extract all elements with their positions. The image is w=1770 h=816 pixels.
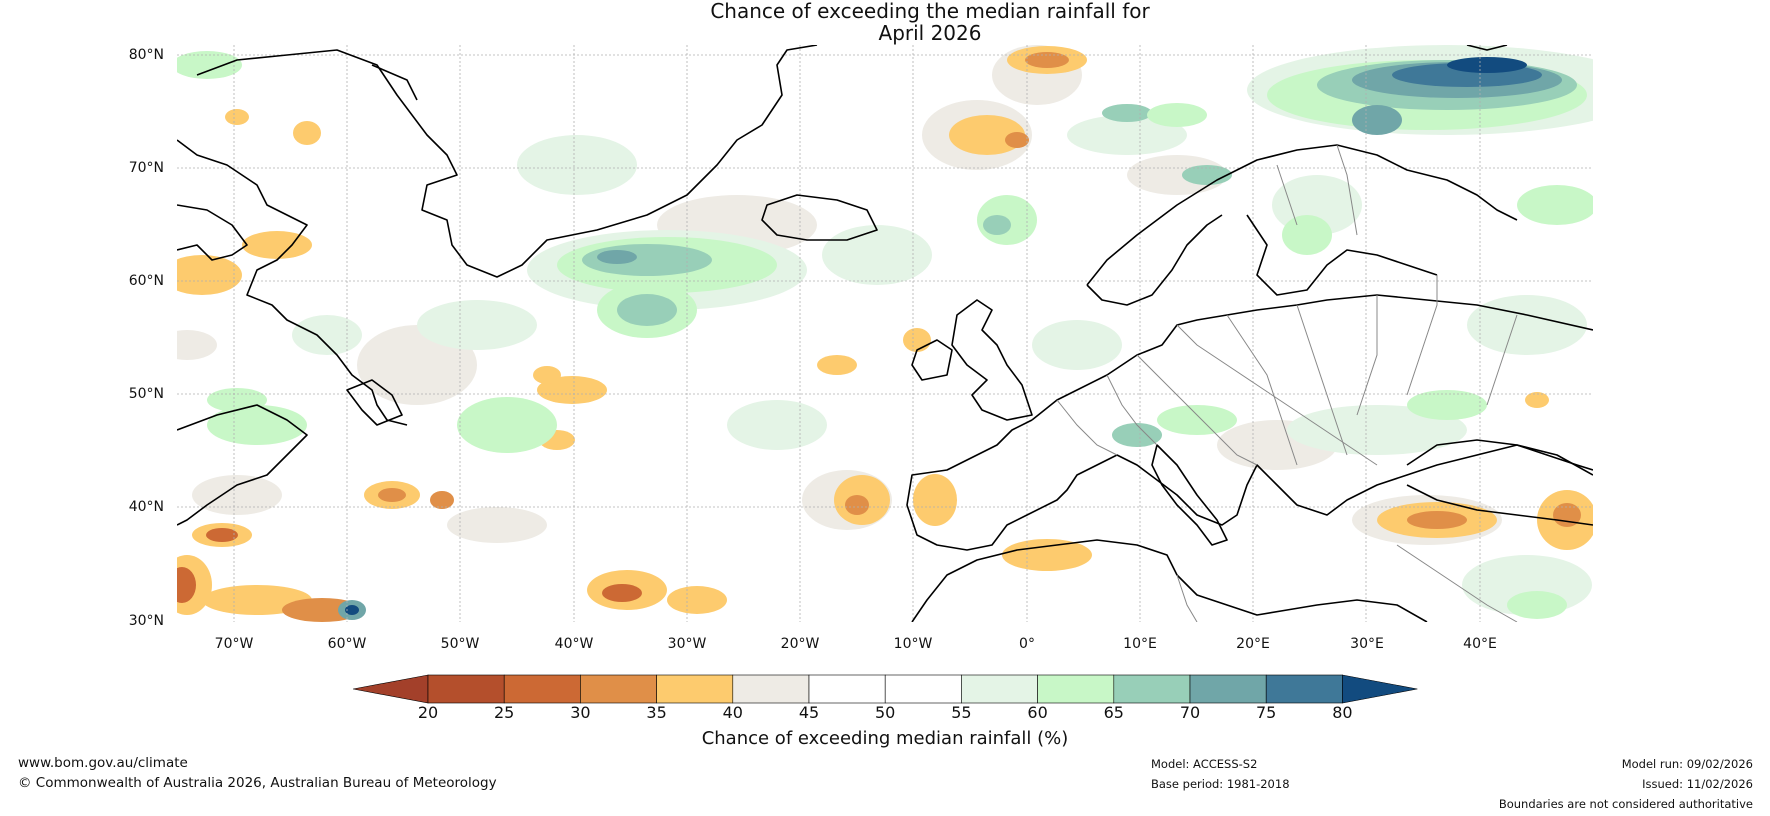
colorbar-tick-label: 65	[1103, 703, 1124, 722]
colorbar-segment	[656, 674, 734, 704]
colorbar-segment	[961, 674, 1038, 704]
lat-label-40n: 40°N	[128, 499, 164, 515]
disclaimer-text: Boundaries are not considered authoritat…	[1498, 797, 1753, 811]
colorbar-segment	[884, 674, 962, 704]
lon-label-20w: 20°W	[780, 636, 820, 652]
lon-label-40e: 40°E	[1463, 636, 1497, 652]
graticule	[177, 45, 1593, 622]
colorbar-tick-label: 35	[646, 703, 667, 722]
lon-label-60w: 60°W	[327, 636, 367, 652]
country-borders	[1056, 144, 1518, 622]
model-text: Model: ACCESS-S2	[1151, 757, 1258, 771]
copyright-text: © Commonwealth of Australia 2026, Austra…	[18, 775, 497, 791]
chart-title: Chance of exceeding the median rainfall …	[0, 0, 1770, 44]
lon-label-30w: 30°W	[667, 636, 707, 652]
colorbar-arrow-low	[353, 674, 429, 704]
colorbar-segment	[1037, 674, 1115, 704]
website-link[interactable]: www.bom.gov.au/climate	[18, 755, 188, 771]
colorbar-tick-label: 60	[1027, 703, 1048, 722]
colorbar-segment	[1265, 674, 1343, 704]
lat-label-80n: 80°N	[128, 47, 164, 63]
colorbar	[353, 674, 1418, 704]
lat-label-30n: 30°N	[128, 613, 164, 629]
colorbar-segment	[1189, 674, 1267, 704]
colorbar-segment	[427, 674, 505, 704]
colorbar-tick-label: 70	[1179, 703, 1201, 722]
issued-text: Issued: 11/02/2026	[1642, 777, 1753, 791]
lat-label-50n: 50°N	[128, 386, 164, 402]
lon-label-30e: 30°E	[1350, 636, 1384, 652]
colorbar-segment	[580, 674, 657, 704]
lon-label-10w: 10°W	[893, 636, 933, 652]
lon-label-40w: 40°W	[554, 636, 594, 652]
colorbar-tick-label: 40	[722, 703, 743, 722]
lat-label-60n: 60°N	[128, 273, 164, 289]
lon-label-20e: 20°E	[1236, 636, 1270, 652]
colorbar-segment	[503, 674, 581, 704]
colorbar-tick-label: 50	[875, 703, 896, 722]
title-line-1: Chance of exceeding the median rainfall …	[710, 0, 1150, 23]
colorbar-segment	[808, 674, 886, 704]
colorbar-tick-label: 25	[494, 703, 515, 722]
colorbar-tick-label: 30	[570, 703, 591, 722]
base-period-text: Base period: 1981-2018	[1151, 777, 1290, 791]
lon-label-10e: 10°E	[1123, 636, 1157, 652]
colorbar-tick-label: 75	[1256, 703, 1277, 722]
colorbar-arrow-high	[1342, 674, 1418, 704]
model-run-text: Model run: 09/02/2026	[1621, 757, 1753, 771]
wet-anomaly-patches	[177, 45, 1593, 620]
rainfall-map	[177, 45, 1593, 622]
dry-anomaly-patches	[177, 45, 1593, 622]
lon-label-0: 0°	[1019, 636, 1035, 652]
colorbar-tick-label: 80	[1332, 703, 1353, 722]
coastlines	[177, 45, 1593, 622]
title-line-2: April 2026	[878, 21, 982, 45]
map-canvas	[177, 45, 1593, 622]
colorbar-tick-label: 55	[951, 703, 972, 722]
lon-label-50w: 50°W	[440, 636, 480, 652]
colorbar-segment	[732, 674, 810, 704]
colorbar-label: Chance of exceeding median rainfall (%)	[701, 728, 1069, 749]
lon-label-70w: 70°W	[214, 636, 254, 652]
colorbar-tick-label: 45	[798, 703, 820, 722]
colorbar-segment	[1113, 674, 1191, 704]
colorbar-tick-label: 20	[417, 703, 439, 722]
lat-label-70n: 70°N	[128, 160, 164, 176]
